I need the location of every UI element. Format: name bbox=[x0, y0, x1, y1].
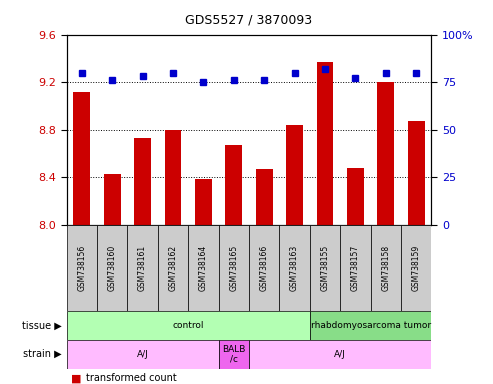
Text: GDS5527 / 3870093: GDS5527 / 3870093 bbox=[185, 14, 313, 27]
Bar bbox=[317, 62, 333, 225]
Bar bbox=[165, 130, 181, 225]
Bar bbox=[256, 169, 273, 225]
Bar bbox=[73, 92, 90, 225]
Text: BALB
/c: BALB /c bbox=[222, 344, 246, 364]
Bar bbox=[188, 225, 218, 311]
Bar bbox=[286, 125, 303, 225]
Bar bbox=[225, 145, 242, 225]
Text: control: control bbox=[173, 321, 204, 330]
Bar bbox=[310, 225, 340, 311]
Bar bbox=[67, 311, 310, 340]
Bar bbox=[218, 340, 249, 369]
Text: GSM738160: GSM738160 bbox=[107, 245, 117, 291]
Text: GSM738156: GSM738156 bbox=[77, 245, 86, 291]
Text: ■: ■ bbox=[71, 373, 85, 383]
Bar bbox=[134, 138, 151, 225]
Bar bbox=[378, 82, 394, 225]
Text: rhabdomyosarcoma tumor: rhabdomyosarcoma tumor bbox=[311, 321, 430, 330]
Bar bbox=[218, 225, 249, 311]
Text: GSM738163: GSM738163 bbox=[290, 245, 299, 291]
Text: GSM738158: GSM738158 bbox=[381, 245, 390, 291]
Text: tissue ▶: tissue ▶ bbox=[22, 320, 62, 331]
Bar bbox=[371, 225, 401, 311]
Text: GSM738165: GSM738165 bbox=[229, 245, 238, 291]
Text: GSM738164: GSM738164 bbox=[199, 245, 208, 291]
Text: A/J: A/J bbox=[334, 350, 346, 359]
Bar bbox=[195, 179, 211, 225]
Bar bbox=[67, 340, 218, 369]
Bar bbox=[280, 225, 310, 311]
Text: GSM738157: GSM738157 bbox=[351, 245, 360, 291]
Bar bbox=[97, 225, 127, 311]
Bar bbox=[67, 225, 97, 311]
Bar bbox=[158, 225, 188, 311]
Text: GSM738155: GSM738155 bbox=[320, 245, 329, 291]
Bar bbox=[127, 225, 158, 311]
Bar bbox=[401, 225, 431, 311]
Bar bbox=[249, 340, 431, 369]
Bar bbox=[249, 225, 280, 311]
Text: GSM738162: GSM738162 bbox=[169, 245, 177, 291]
Bar bbox=[340, 225, 371, 311]
Text: strain ▶: strain ▶ bbox=[23, 349, 62, 359]
Text: transformed count: transformed count bbox=[86, 373, 177, 383]
Text: GSM738161: GSM738161 bbox=[138, 245, 147, 291]
Text: A/J: A/J bbox=[137, 350, 148, 359]
Bar bbox=[347, 168, 364, 225]
Text: GSM738166: GSM738166 bbox=[260, 245, 269, 291]
Bar bbox=[310, 311, 431, 340]
Bar bbox=[408, 121, 424, 225]
Text: GSM738159: GSM738159 bbox=[412, 245, 421, 291]
Bar bbox=[104, 174, 120, 225]
